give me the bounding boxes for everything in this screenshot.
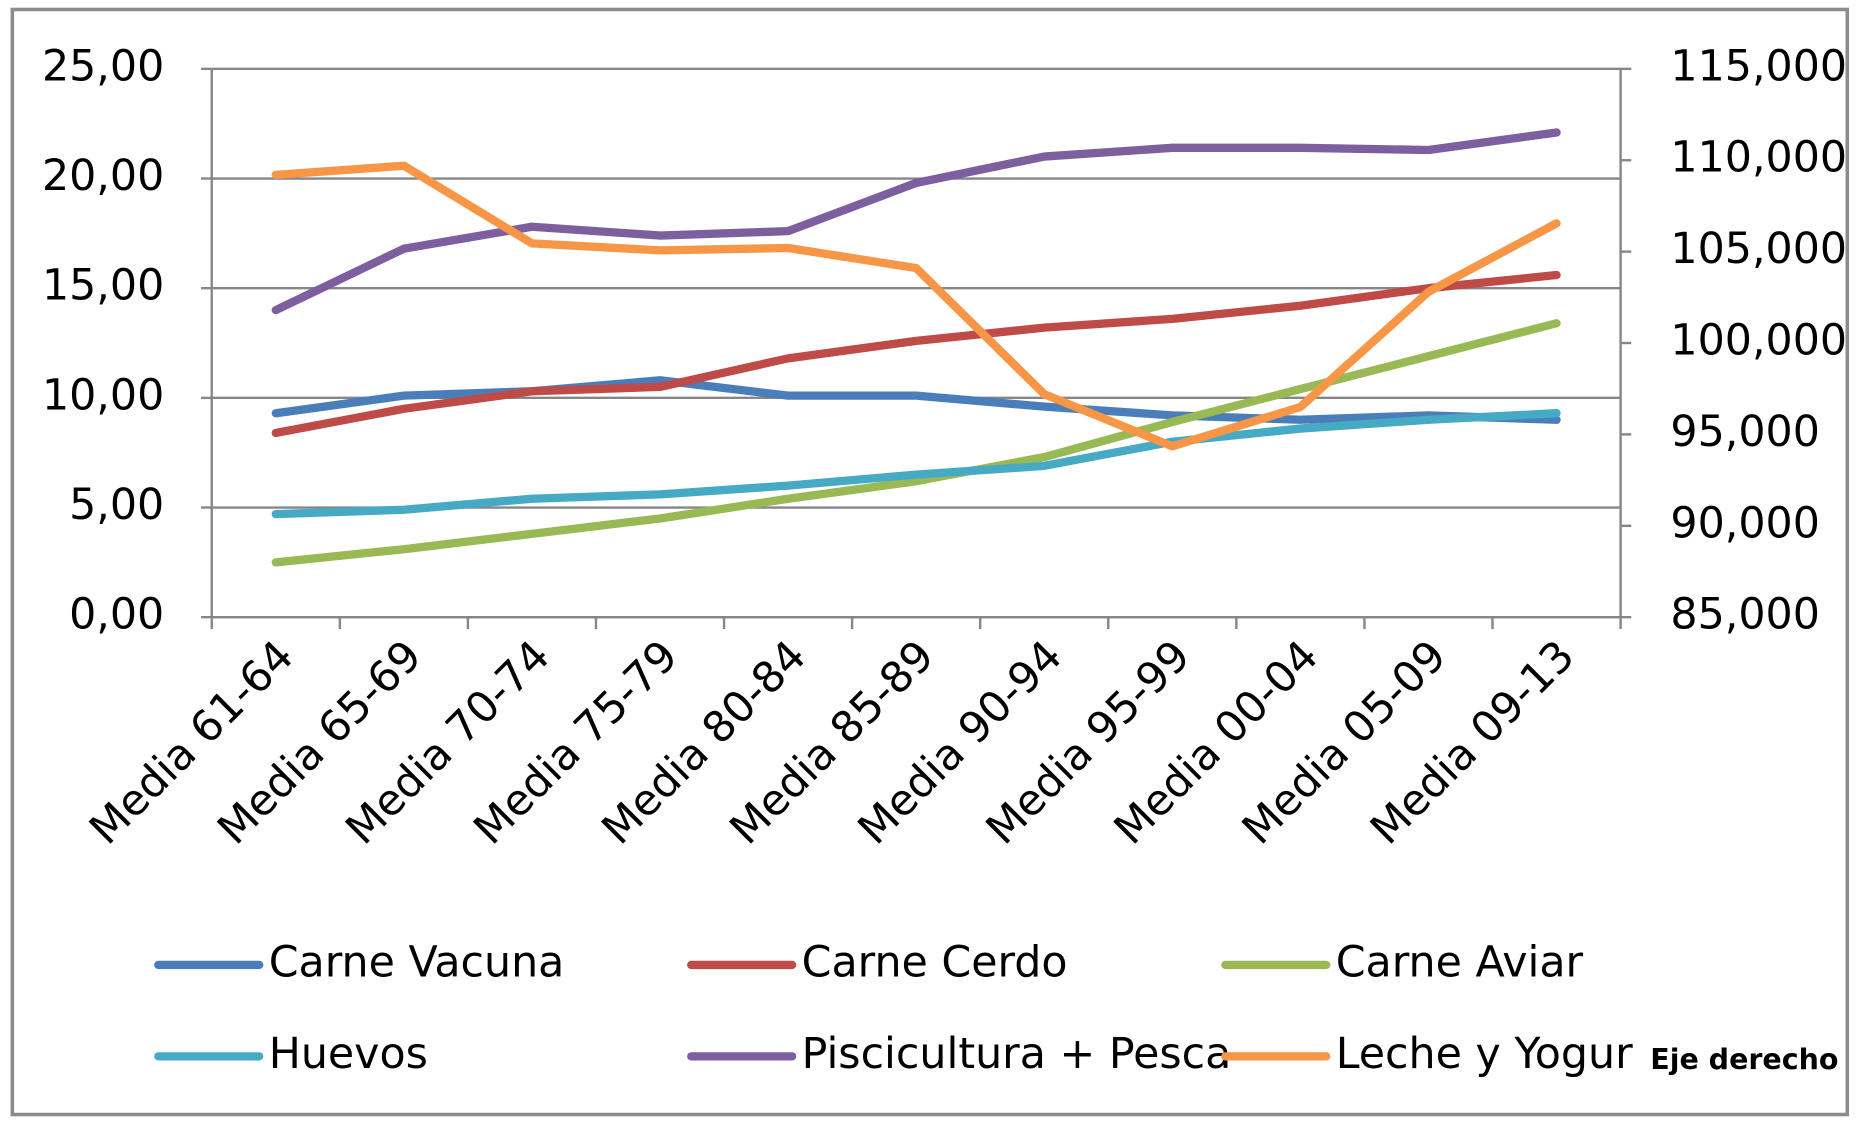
legend-label: Carne Aviar (1336, 937, 1584, 987)
legend-label: Carne Cerdo (802, 937, 1068, 987)
y2-tick-label: 95,000 (1670, 407, 1819, 457)
y-tick-label: 20,00 (42, 151, 164, 201)
y-tick-label: 15,00 (42, 261, 164, 311)
legend-label: Piscicultura + Pesca (802, 1029, 1232, 1079)
y2-tick-label: 115,000 (1670, 41, 1847, 91)
y-tick-label: 10,00 (42, 370, 164, 420)
y2-tick-label: 85,000 (1670, 590, 1819, 640)
series-line (271, 319, 1561, 567)
y-tick-label: 0,00 (69, 590, 164, 640)
series-line (271, 128, 1561, 315)
y-tick-label: 5,00 (69, 480, 164, 530)
legend-label: Leche y Yogur (1336, 1029, 1633, 1079)
series-line (271, 409, 1561, 519)
series-line (271, 270, 1561, 438)
y2-tick-label: 105,000 (1670, 224, 1847, 274)
y2-tick-label: 90,000 (1670, 498, 1819, 548)
y2-tick-label: 110,000 (1670, 133, 1847, 183)
legend-label: Carne Vacuna (269, 937, 565, 987)
y2-tick-label: 100,000 (1670, 316, 1847, 366)
series-line (271, 376, 1561, 424)
annotation: Eje derecho (1650, 1043, 1838, 1076)
series-line (271, 161, 1561, 451)
legend-label: Huevos (269, 1029, 428, 1079)
y-tick-label: 25,00 (42, 41, 164, 91)
